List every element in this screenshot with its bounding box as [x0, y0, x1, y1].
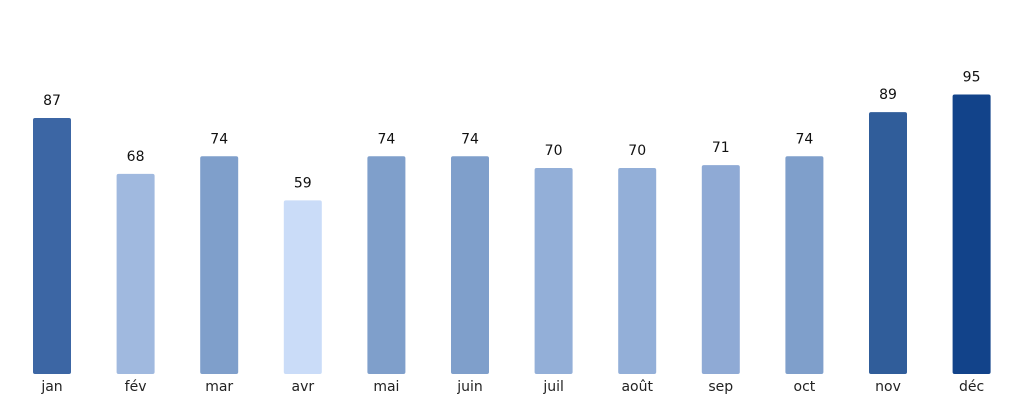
bar-août: [618, 168, 657, 374]
data-label-juin: 74: [461, 131, 479, 147]
x-tick-label-juil: juil: [542, 379, 564, 395]
data-label-sep: 71: [712, 140, 730, 156]
data-labels-group: 87 68 74 59 74 74 70 70 71 74 89 95: [43, 70, 980, 192]
bar-nov: [869, 112, 907, 374]
data-label-jan: 87: [43, 93, 61, 109]
x-tick-label-mar: mar: [205, 379, 233, 395]
data-label-mai: 74: [377, 131, 395, 147]
data-label-août: 70: [628, 143, 646, 159]
bar-avr: [283, 200, 322, 374]
x-tick-label-jan: jan: [40, 379, 62, 395]
x-tick-label-sep: sep: [708, 379, 733, 395]
data-label-fév: 68: [127, 149, 145, 165]
bar-déc: [952, 94, 991, 374]
x-tick-label-déc: déc: [959, 379, 984, 395]
data-label-nov: 89: [879, 87, 897, 103]
bar-sep: [701, 165, 740, 374]
x-tick-label-juin: juin: [456, 379, 483, 395]
bar-mai: [367, 156, 406, 374]
data-label-oct: 74: [795, 131, 813, 147]
x-tick-label-août: août: [621, 379, 653, 395]
bar-oct: [785, 156, 824, 374]
x-tick-label-nov: nov: [875, 379, 901, 395]
bar-juil: [534, 168, 573, 374]
data-label-avr: 59: [294, 175, 312, 191]
x-tick-labels-group: jan fév mar avr mai juin juil août sep oct nov déc: [40, 379, 984, 395]
x-tick-label-oct: oct: [794, 379, 816, 395]
bar-juin: [451, 156, 489, 374]
x-tick-label-mai: mai: [373, 379, 399, 395]
bar-jan: [33, 118, 71, 374]
bars-group: [33, 94, 991, 374]
data-label-juil: 70: [545, 143, 563, 159]
bar-mar: [200, 156, 239, 374]
data-label-déc: 95: [963, 70, 981, 86]
x-tick-label-avr: avr: [291, 379, 314, 395]
data-label-mar: 74: [210, 131, 228, 147]
bar-fév: [116, 173, 155, 374]
x-tick-label-fév: fév: [125, 379, 147, 395]
